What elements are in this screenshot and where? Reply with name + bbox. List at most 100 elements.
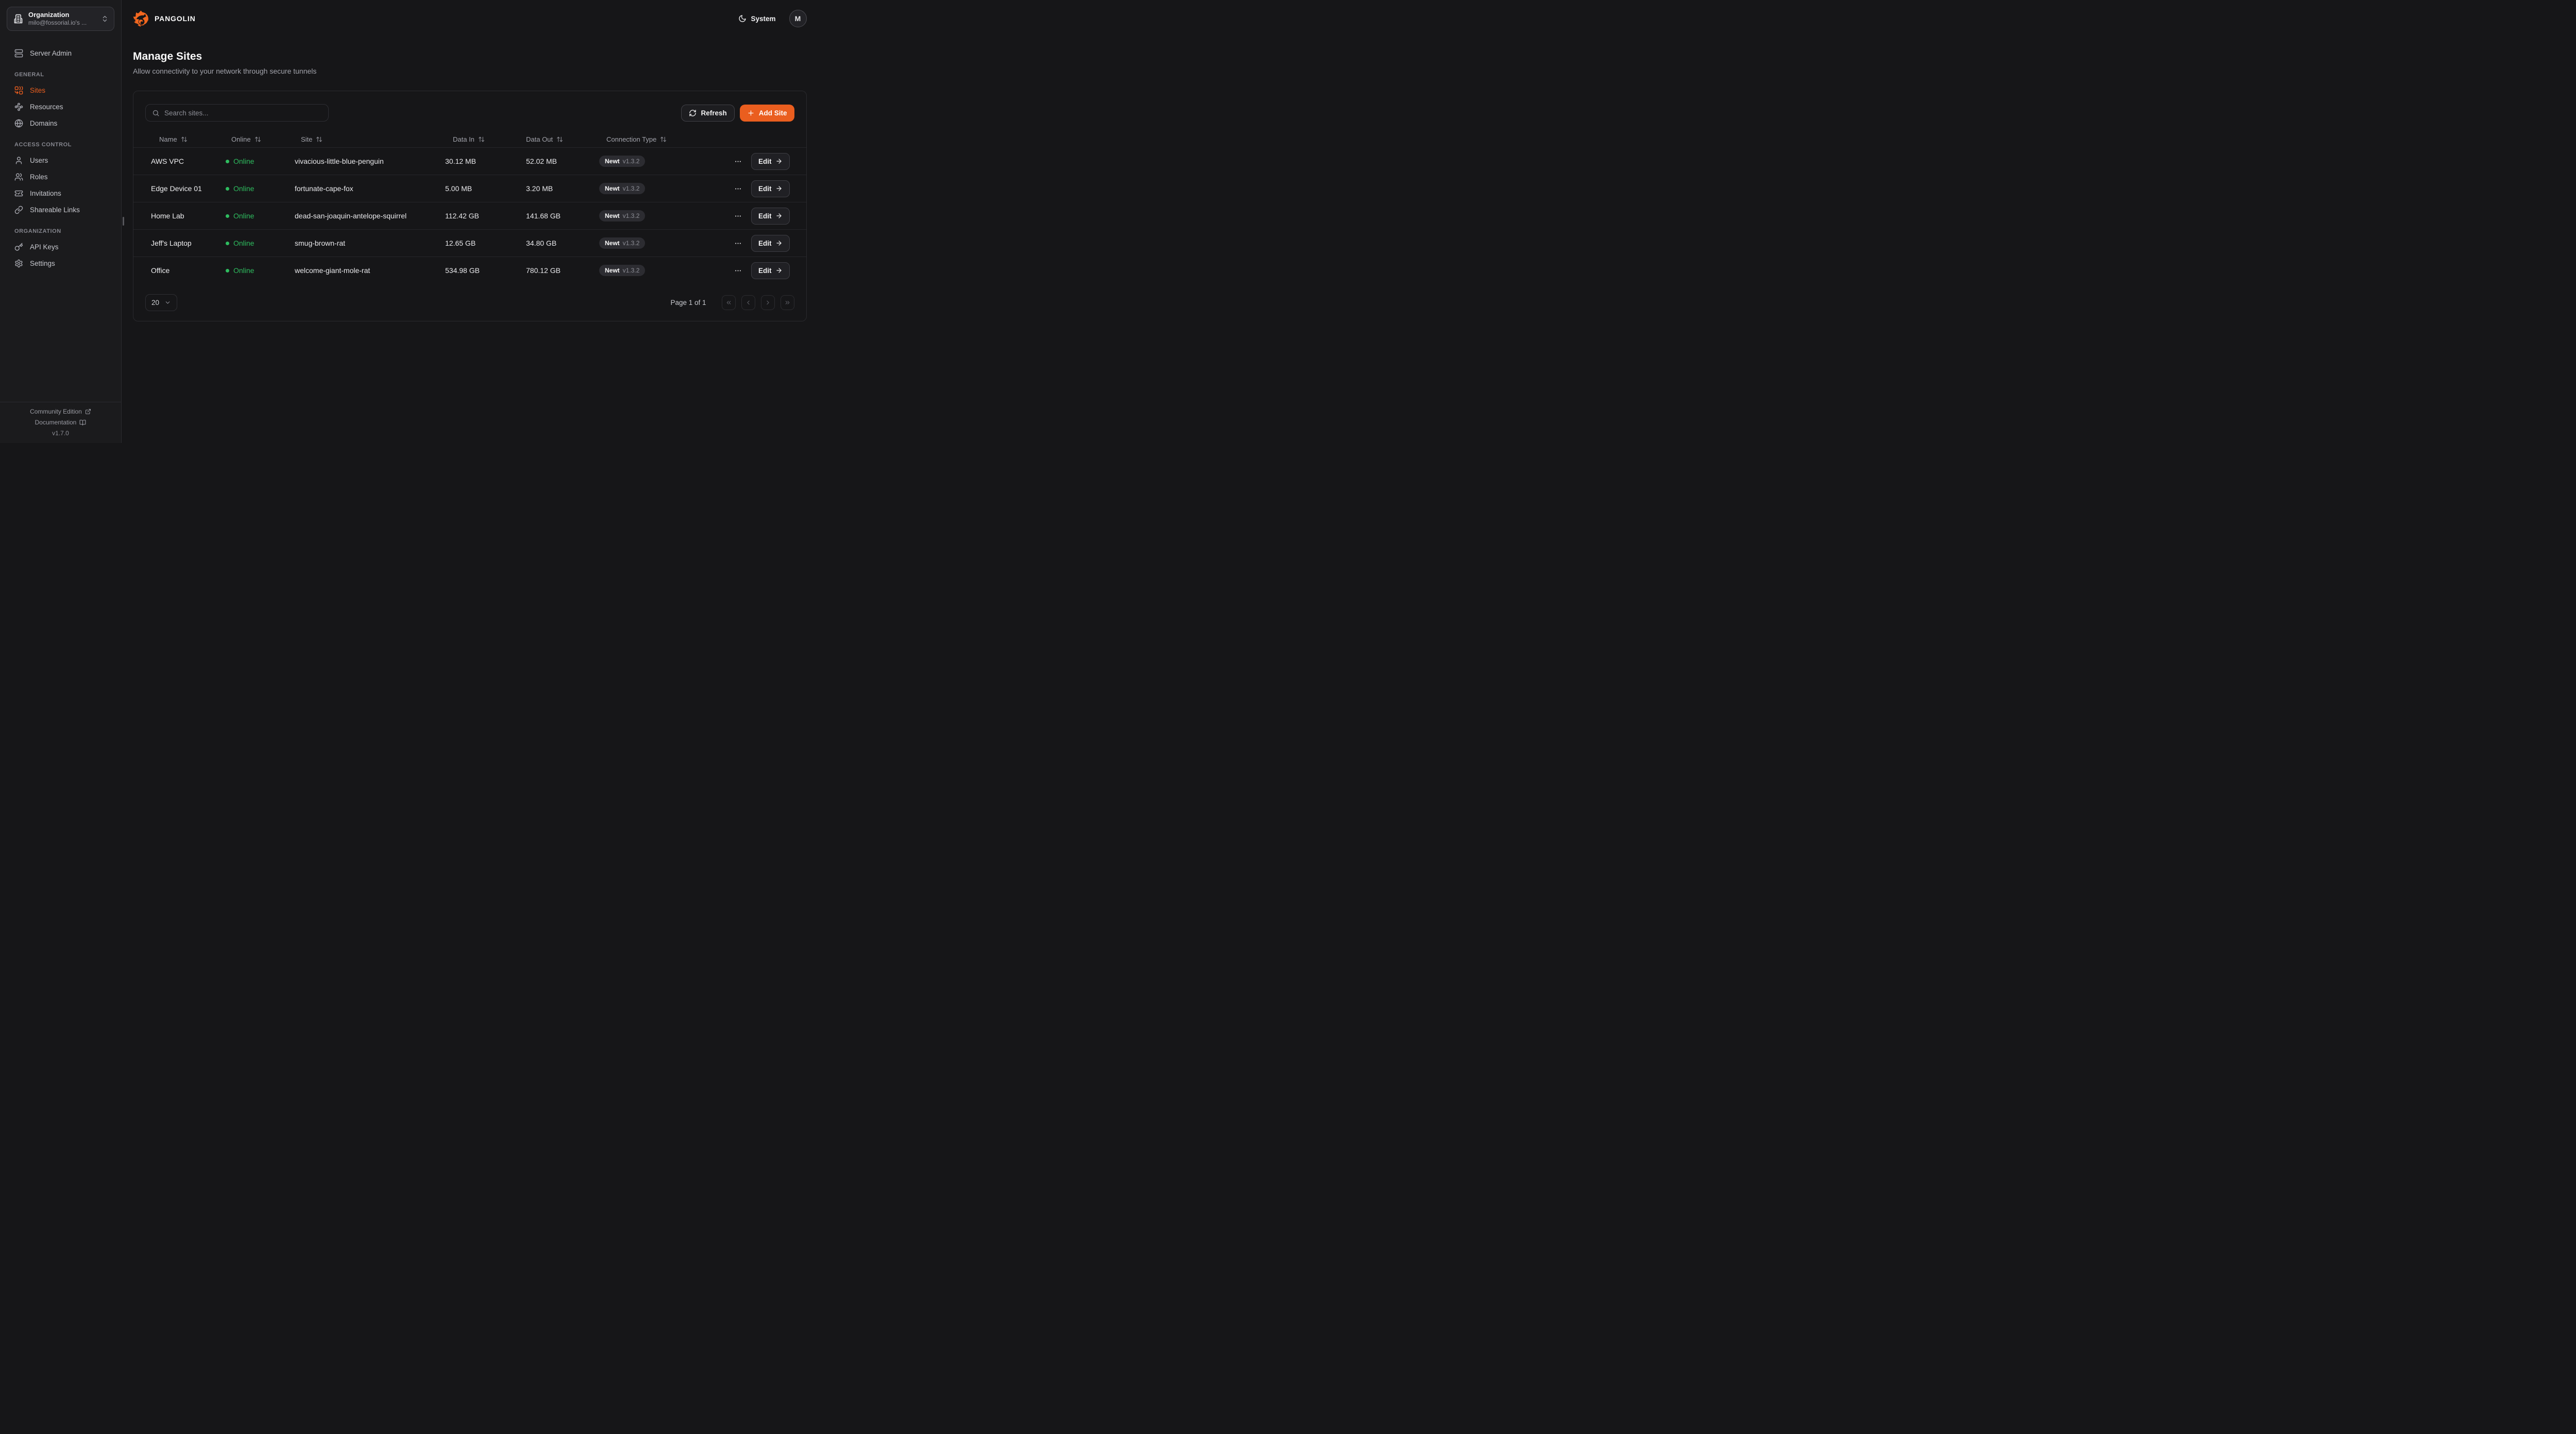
server-icon [14,49,23,58]
ellipsis-icon [735,243,741,244]
connection-client: Newt [605,240,620,247]
documentation-label: Documentation [35,419,77,426]
row-edit-button[interactable]: Edit [751,262,790,279]
sidebar-item-domains[interactable]: Domains [8,115,113,131]
last-page-button[interactable] [780,295,794,310]
users-icon [14,173,23,181]
previous-page-button[interactable] [741,295,755,310]
sidebar-item-sites[interactable]: Sites [8,82,113,98]
column-header-connection-type[interactable]: Connection Type [599,135,732,143]
arrow-right-icon [776,213,782,219]
data-out-value: 52.02 MB [526,157,557,166]
row-edit-button[interactable]: Edit [751,180,790,197]
sidebar-item-invitations[interactable]: Invitations [8,185,113,201]
documentation-link[interactable]: Documentation [35,419,87,426]
edit-label: Edit [758,239,772,247]
sidebar-item-label: Invitations [30,189,61,197]
page-info: Page 1 of 1 [670,298,706,306]
column-header-label: Connection Type [606,135,657,144]
first-page-button[interactable] [721,295,736,310]
sidebar-item-resources[interactable]: Resources [8,98,113,115]
online-status-label: Online [233,157,255,166]
online-status: Online [226,266,295,275]
table-row: AWS VPC Online vivacious-little-blue-pen… [133,147,806,175]
sites-card: Refresh Add Site Name Online Site [133,91,807,321]
sidebar-item-roles[interactable]: Roles [8,168,113,185]
column-header-name[interactable]: Name [151,135,226,143]
community-edition-link[interactable]: Community Edition [30,408,91,415]
table-row: Jeff's Laptop Online smug-brown-rat 12.6… [133,229,806,257]
online-status-label: Online [233,212,255,220]
column-header-data-out[interactable]: Data Out [526,135,599,143]
connection-client: Newt [605,212,620,220]
connection-type-badge: Newt v1.3.2 [599,237,646,249]
data-out-value: 34.80 GB [526,239,557,248]
row-more-options-button[interactable] [732,156,744,167]
refresh-label: Refresh [701,109,727,117]
sidebar-item-label: Shareable Links [30,206,80,214]
row-edit-button[interactable]: Edit [751,152,790,170]
edit-label: Edit [758,212,772,220]
section-label-access-control: ACCESS CONTROL [14,142,72,148]
online-dot-icon [226,214,229,218]
topbar: PANGOLIN System M [133,0,807,37]
theme-toggle[interactable]: System [738,14,776,23]
online-dot-icon [226,159,229,163]
ellipsis-icon [735,188,741,190]
search-input[interactable] [164,109,322,117]
sidebar-item-shareable-links[interactable]: Shareable Links [8,201,113,218]
arrow-right-icon [776,186,782,192]
theme-label: System [751,14,776,23]
pangolin-logo-icon [133,10,150,27]
sidebar-footer: Community Edition Documentation v1.7.0 [0,402,121,443]
site-name: Home Lab [151,212,184,220]
sidebar-scrollbar-thumb[interactable] [123,217,124,226]
connection-version: v1.3.2 [622,158,640,165]
row-more-options-button[interactable] [732,237,744,249]
row-more-options-button[interactable] [732,265,744,277]
column-header-online[interactable]: Online [226,135,295,143]
connection-version: v1.3.2 [622,185,640,193]
sidebar-item-server-admin[interactable]: Server Admin [8,45,113,61]
edit-label: Edit [758,157,772,165]
sort-icon [479,136,484,142]
column-header-site[interactable]: Site [295,135,445,143]
external-link-icon [85,408,91,415]
connection-version: v1.3.2 [622,240,640,247]
sidebar-item-api-keys[interactable]: API Keys [8,238,113,255]
data-in-value: 5.00 MB [445,184,472,193]
ellipsis-icon [735,270,741,271]
row-edit-button[interactable]: Edit [751,234,790,252]
sidebar-item-users[interactable]: Users [8,152,113,168]
page-size-select[interactable]: 20 [145,294,178,311]
sidebar-item-label: Sites [30,86,46,94]
avatar[interactable]: M [789,10,807,27]
site-name: Edge Device 01 [151,184,202,193]
sites-icon [14,86,23,95]
table-header-row: Name Online Site Data In Data Out Connec… [133,131,806,147]
site-tunnel-id: smug-brown-rat [295,239,346,248]
refresh-button[interactable]: Refresh [681,104,735,122]
site-tunnel-id: fortunate-cape-fox [295,184,353,193]
building-icon [13,14,23,24]
sidebar: Organization milo@fossorial.io's ... Ser… [0,0,122,443]
chevrons-right-icon [785,300,789,304]
row-more-options-button[interactable] [732,183,744,195]
online-dot-icon [226,241,229,245]
sidebar-item-label: Domains [30,119,58,127]
table-row: Office Online welcome-giant-mole-rat 534… [133,257,806,284]
online-status-label: Online [233,266,255,275]
organization-switcher[interactable]: Organization milo@fossorial.io's ... [7,7,114,31]
sidebar-item-settings[interactable]: Settings [8,255,113,271]
data-out-value: 3.20 MB [526,184,553,193]
user-icon [14,156,23,165]
add-site-button[interactable]: Add Site [739,104,794,122]
search-box [145,104,329,122]
column-header-data-in[interactable]: Data In [445,135,526,143]
edit-label: Edit [758,184,772,193]
sidebar-item-label: Server Admin [30,49,72,57]
link-icon [14,206,23,214]
row-edit-button[interactable]: Edit [751,207,790,225]
row-more-options-button[interactable] [732,210,744,222]
next-page-button[interactable] [760,295,775,310]
